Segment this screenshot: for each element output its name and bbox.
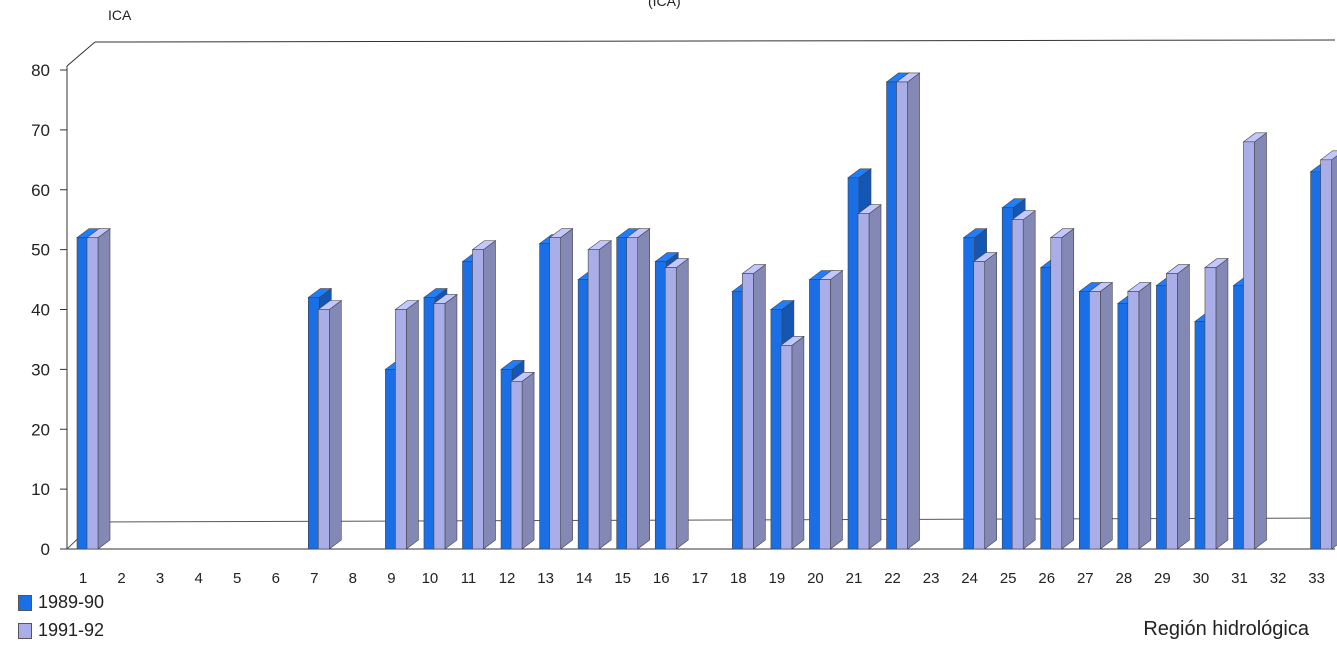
y-tick-label: 80 xyxy=(31,61,50,80)
y-axis: 0 10 20 30 40 50 60 70 80 xyxy=(31,61,67,559)
x-tick-label: 15 xyxy=(614,570,631,587)
top-note: (ICA) xyxy=(648,0,681,9)
bar-1991-92-region-24 xyxy=(972,252,998,550)
y-tick-label: 60 xyxy=(31,181,50,200)
bar-1991-92-region-1 xyxy=(86,228,111,550)
bar-1991-92-region-25 xyxy=(1011,210,1037,550)
legend-swatch-1991-92 xyxy=(18,622,32,639)
bar-1991-92-region-13 xyxy=(548,228,574,550)
y-tick-label: 70 xyxy=(31,121,50,140)
y-tick-label: 0 xyxy=(41,540,50,559)
x-tick-label: 12 xyxy=(499,570,516,587)
x-tick-label: 16 xyxy=(653,570,670,587)
x-tick-label: 10 xyxy=(422,570,439,587)
bar-1991-92-region-33 xyxy=(1319,150,1337,550)
y-tick-label: 20 xyxy=(31,420,50,439)
x-tick-label: 1 xyxy=(79,570,87,587)
x-tick-label: 33 xyxy=(1308,570,1325,587)
bar-1991-92-region-27 xyxy=(1088,281,1114,550)
bar-1991-92-region-12 xyxy=(510,371,535,550)
x-tick-label: 31 xyxy=(1231,570,1248,587)
bar-1991-92-region-19 xyxy=(780,335,805,550)
bar-1991-92-region-22 xyxy=(895,72,921,550)
x-tick-label: 18 xyxy=(730,570,747,587)
x-tick-label: 6 xyxy=(272,570,280,587)
x-tick-label: 26 xyxy=(1038,570,1055,587)
bar-1991-92-region-11 xyxy=(471,240,497,550)
bar-1991-92-region-30 xyxy=(1204,257,1229,550)
x-tick-label: 30 xyxy=(1193,570,1210,587)
x-tick-label: 8 xyxy=(349,570,357,587)
y-tick-label: 10 xyxy=(31,480,50,499)
x-tick-label: 32 xyxy=(1270,570,1287,587)
x-tick-label: 28 xyxy=(1116,570,1133,587)
x-tick-label: 4 xyxy=(194,570,202,587)
bar-1991-92-region-28 xyxy=(1126,281,1152,550)
bar-1991-92-region-9 xyxy=(394,299,420,550)
bar-1991-92-region-31 xyxy=(1242,132,1268,550)
x-tick-label: 29 xyxy=(1154,570,1171,587)
legend-swatch-1989-90 xyxy=(18,594,32,611)
x-tick-label: 27 xyxy=(1077,570,1094,587)
bar-1991-92-region-21 xyxy=(857,204,882,550)
bar-1991-92-region-26 xyxy=(1049,228,1075,550)
x-tick-label: 20 xyxy=(807,570,824,587)
bar-1991-92-region-14 xyxy=(587,240,613,550)
y-tick-label: 30 xyxy=(31,360,50,379)
x-tick-label: 13 xyxy=(537,570,554,587)
x-tick-label: 7 xyxy=(310,570,318,587)
x-tick-label: 19 xyxy=(769,570,786,587)
bar-1991-92-region-7 xyxy=(317,299,343,550)
legend-label-1989-90: 1989-90 xyxy=(38,592,105,612)
bar-1991-92-region-15 xyxy=(625,228,651,550)
bar-1991-92-region-16 xyxy=(664,257,690,550)
x-tick-label: 2 xyxy=(117,570,125,587)
x-tick-label: 17 xyxy=(691,570,708,587)
x-tick-label: 5 xyxy=(233,570,241,587)
bar-1991-92-region-18 xyxy=(741,263,767,550)
x-tick-label: 25 xyxy=(1000,570,1017,587)
x-tick-label: 22 xyxy=(884,570,901,587)
y-tick-label: 40 xyxy=(31,301,50,320)
x-tick-label: 14 xyxy=(576,570,593,587)
bar-1991-92-region-10 xyxy=(433,293,458,550)
x-tick-label: 23 xyxy=(923,570,940,587)
bars xyxy=(76,72,1337,550)
x-tick-label: 24 xyxy=(961,570,978,587)
legend-item-1989-90: 1989-90 xyxy=(18,592,104,613)
y-tick-label: 50 xyxy=(31,241,50,260)
legend-label-1991-92: 1991-92 xyxy=(38,620,105,640)
bar-1991-92-region-29 xyxy=(1165,263,1191,550)
x-axis-label: Región hidrológica xyxy=(1143,618,1309,640)
legend-item-1991-92: 1991-92 xyxy=(18,620,104,641)
x-axis: 1 2 3 4 5 6 7 8 9 10 11 12 13 14 15 16 17 18 19 20 21 22 23 24 2… xyxy=(79,570,1325,587)
bar-1991-92-region-20 xyxy=(818,269,844,550)
y-axis-label: ICA xyxy=(108,7,132,23)
x-tick-label: 21 xyxy=(846,570,863,587)
x-tick-label: 11 xyxy=(461,570,477,587)
x-tick-label: 3 xyxy=(156,570,164,587)
x-tick-label: 9 xyxy=(387,570,395,587)
